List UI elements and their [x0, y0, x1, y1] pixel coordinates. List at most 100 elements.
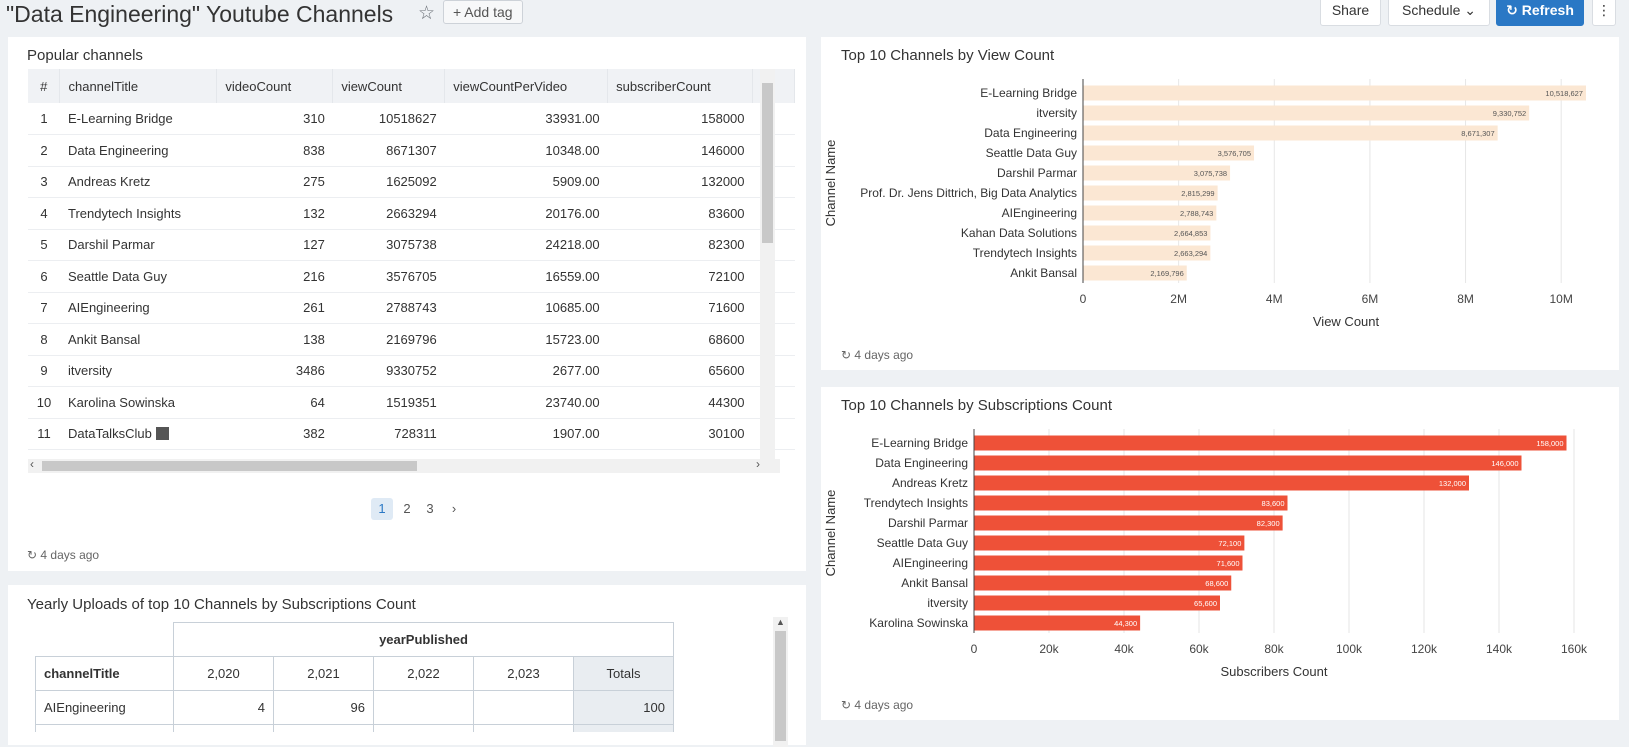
pivot-vertical-scrollbar[interactable]: ▲: [773, 617, 788, 747]
x-tick-label: 120k: [1411, 642, 1438, 656]
cell-index: 3: [28, 166, 60, 198]
table-row[interactable]: 2 Data Engineering 838 8671307 10348.00 14600…: [28, 134, 795, 167]
pivot-year-header: 2,021: [273, 656, 374, 691]
cell-channel-title: Seattle Data Guy: [59, 260, 217, 293]
data-label: 2,169,796: [1150, 269, 1183, 278]
x-tick-label: 4M: [1266, 292, 1283, 306]
y-category-label: itversity: [1036, 106, 1077, 120]
y-category-label: Andreas Kretz: [892, 476, 968, 490]
table-row[interactable]: 9 itversity 3486 9330752 2677.00 65600: [28, 355, 795, 387]
data-label: 158,000: [1536, 439, 1563, 448]
table-horizontal-scrollbar[interactable]: ‹ ›: [28, 457, 780, 473]
bar: [974, 535, 1245, 551]
y-category-label: Data Engineering: [875, 456, 968, 470]
y-category-label: Seattle Data Guy: [877, 536, 968, 550]
x-tick-label: 0: [1080, 292, 1087, 306]
scrollbar-thumb[interactable]: [775, 631, 786, 741]
cell-index: 9: [28, 355, 60, 387]
add-tag-button[interactable]: + Add tag: [443, 0, 523, 24]
pivot-year-header: 2,022: [373, 656, 474, 691]
table-vertical-scrollbar[interactable]: ⌄: [760, 69, 775, 474]
pagination-page-3[interactable]: 3: [426, 501, 434, 516]
data-label: 68,600: [1205, 579, 1228, 588]
table-row[interactable]: 11 DataTalksClub 382 728311 1907.00 30100: [28, 418, 795, 450]
data-label: 8,671,307: [1461, 129, 1494, 138]
bar: [1083, 185, 1218, 201]
table-row[interactable]: 10 Karolina Sowinska 64 1519351 23740.00 4430…: [28, 386, 795, 419]
col-header-channel-title[interactable]: channelTitle: [59, 69, 218, 103]
cell-view-count: 728311: [332, 418, 445, 450]
col-header-view-count-per-video[interactable]: viewCountPerVideo: [444, 69, 609, 103]
popular-channels-table: # channelTitle videoCount viewCount view…: [28, 69, 795, 450]
cell-channel-title: Data Engineering: [59, 134, 217, 167]
more-options-icon[interactable]: ⋮: [1592, 0, 1616, 26]
col-header-video-count[interactable]: videoCount: [216, 69, 334, 103]
scroll-right-icon[interactable]: ›: [756, 457, 760, 471]
y-category-label: Trendytech Insights: [864, 496, 968, 510]
cell-index: 2: [28, 134, 60, 167]
data-label: 44,300: [1114, 619, 1137, 628]
x-tick-label: 0: [971, 642, 978, 656]
subscriptions-chart-widget: Top 10 Channels by Subscriptions Count 0…: [821, 387, 1619, 720]
cell-index: 4: [28, 197, 60, 230]
data-label: 132,000: [1439, 479, 1466, 488]
schedule-button[interactable]: Schedule ⌄: [1388, 0, 1490, 26]
cell-view-count: 2169796: [332, 323, 445, 356]
y-category-label: Ankit Bansal: [1010, 266, 1077, 280]
refresh-button[interactable]: ↻ Refresh: [1496, 0, 1584, 26]
pivot-cell: 96: [273, 690, 374, 725]
col-header-subscriber-count[interactable]: subscriberCount: [607, 69, 754, 103]
scroll-up-icon[interactable]: ▲: [776, 617, 785, 627]
table-row[interactable]: 1 E-Learning Bridge 310 10518627 33931.00 158…: [28, 103, 795, 135]
scrollbar-thumb[interactable]: [42, 461, 417, 471]
col-header-view-count[interactable]: viewCount: [332, 69, 446, 103]
bar: [974, 595, 1220, 611]
cell-video-count: 261: [216, 292, 333, 324]
cell-channel-title: itversity: [59, 355, 217, 387]
data-label: 2,663,294: [1174, 249, 1207, 258]
table-row[interactable]: 4 Trendytech Insights 132 2663294 20176.00 83…: [28, 197, 795, 230]
cell-index: 7: [28, 292, 60, 324]
bar: [974, 475, 1469, 491]
cell-channel-title: Darshil Parmar: [59, 229, 217, 261]
cell-subscriber-count: 82300: [607, 229, 753, 261]
cell-subscriber-count: 72100: [607, 260, 753, 293]
bar: [1083, 205, 1217, 221]
table-row[interactable]: 8 Ankit Bansal 138 2169796 15723.00 68600: [28, 323, 795, 356]
cell-channel-title: Ankit Bansal: [59, 323, 217, 356]
pagination-next-icon[interactable]: ›: [451, 501, 457, 516]
table-row[interactable]: 3 Andreas Kretz 275 1625092 5909.00 132000: [28, 166, 795, 198]
y-category-label: AIEngineering: [893, 556, 968, 570]
widget-title: Top 10 Channels by View Count: [841, 47, 1055, 64]
bar: [974, 575, 1232, 591]
share-button[interactable]: Share: [1320, 0, 1381, 26]
flag-icon: [155, 427, 169, 441]
data-label: 2,788,743: [1180, 209, 1213, 218]
pagination-page-2[interactable]: 2: [403, 501, 411, 516]
x-tick-label: 8M: [1457, 292, 1474, 306]
col-header-index[interactable]: #: [28, 69, 61, 103]
x-tick-label: 40k: [1114, 642, 1134, 656]
table-row[interactable]: 5 Darshil Parmar 127 3075738 24218.00 82300: [28, 229, 795, 261]
data-label: 71,600: [1217, 559, 1240, 568]
data-label: 83,600: [1262, 499, 1285, 508]
cell-video-count: 64: [216, 386, 333, 419]
table-row[interactable]: 7 AIEngineering 261 2788743 10685.00 71600: [28, 292, 795, 324]
scrollbar-thumb[interactable]: [762, 83, 773, 243]
refresh-icon: ↻: [841, 348, 855, 362]
widget-updated-time: ↻ 4 days ago: [841, 698, 914, 712]
bar: [1083, 165, 1231, 181]
pagination-page-1[interactable]: 1: [371, 498, 393, 520]
pivot-row-header: channelTitle: [35, 656, 174, 691]
cell-video-count: 382: [216, 418, 333, 450]
scroll-left-icon[interactable]: ‹: [30, 457, 34, 471]
y-category-label: E-Learning Bridge: [871, 436, 968, 450]
cell-channel-title: DataTalksClub: [59, 418, 217, 450]
table-row[interactable]: 6 Seattle Data Guy 216 3576705 16559.00 72100: [28, 260, 795, 293]
x-axis-title: Subscribers Count: [1221, 664, 1328, 679]
star-icon[interactable]: ☆: [418, 3, 436, 24]
widget-updated-time: ↻ 4 days ago: [27, 548, 100, 562]
y-category-label: Karolina Sowinska: [869, 616, 968, 630]
data-label: 65,600: [1194, 599, 1217, 608]
cell-view-count-per-video: 10685.00: [444, 292, 608, 324]
